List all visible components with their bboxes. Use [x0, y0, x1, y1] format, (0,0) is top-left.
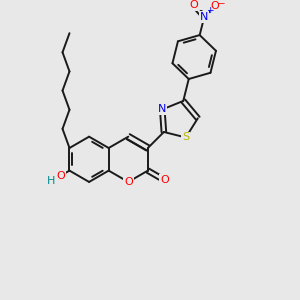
Text: O: O [124, 177, 133, 187]
Text: N: N [200, 12, 208, 22]
Text: O: O [190, 1, 199, 10]
Text: O: O [160, 175, 169, 185]
Text: N: N [158, 104, 166, 114]
Text: H: H [47, 176, 56, 186]
Text: O: O [56, 171, 65, 181]
Text: O: O [211, 1, 219, 11]
Text: S: S [182, 133, 189, 142]
Text: −: − [218, 0, 225, 8]
Text: +: + [206, 6, 214, 15]
